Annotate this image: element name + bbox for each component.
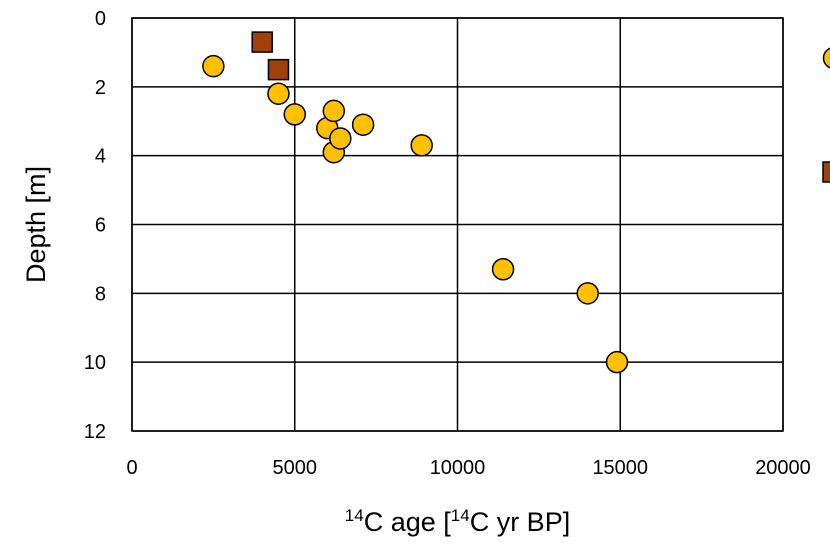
data-points (202, 31, 629, 374)
legend-square-marker (822, 161, 830, 183)
circle-data-point (202, 54, 225, 78)
y-axis-title: Depth [m] (21, 166, 51, 283)
circle-data-point (410, 134, 433, 157)
circle-data-point (351, 113, 375, 136)
y-tick-label: 12 (84, 421, 106, 443)
circle-data-point (329, 127, 352, 150)
y-tick-label: 10 (84, 352, 106, 374)
circle-data-point (267, 82, 290, 105)
x-axis-title-text: C yr BP] (470, 507, 571, 537)
legend (822, 47, 830, 183)
square-data-point (267, 58, 290, 81)
x-tick-label: 20000 (755, 457, 811, 479)
circle-data-point (491, 257, 515, 281)
square-data-point (251, 31, 273, 53)
x-tick-label: 5000 (273, 457, 318, 479)
x-axis-title-superscript: 14 (345, 506, 364, 525)
x-axis-title-superscript: 14 (451, 506, 470, 525)
y-tick-label: 2 (95, 77, 106, 99)
y-tick-label: 8 (95, 283, 106, 305)
circle-data-point (322, 99, 346, 123)
tick-labels: 0 5000 10000 15000 20000 0 2 4 6 8 10 12 (84, 8, 811, 479)
circle-data-point (283, 103, 306, 126)
y-tick-label: 0 (95, 8, 106, 30)
y-tick-label: 4 (95, 146, 106, 168)
y-tick-label: 6 (95, 215, 106, 237)
legend-circle-marker (822, 47, 830, 69)
x-tick-label: 0 (126, 457, 137, 479)
x-tick-label: 10000 (430, 457, 486, 479)
plot-area-frame (131, 17, 784, 432)
grid (131, 17, 784, 432)
x-axis-title-text: C age [ (364, 507, 452, 537)
x-tick-label: 15000 (592, 457, 648, 479)
x-axis-title: 14C age [14C yr BP] (345, 506, 570, 537)
circle-data-point (576, 282, 599, 305)
circle-data-point (605, 350, 629, 374)
